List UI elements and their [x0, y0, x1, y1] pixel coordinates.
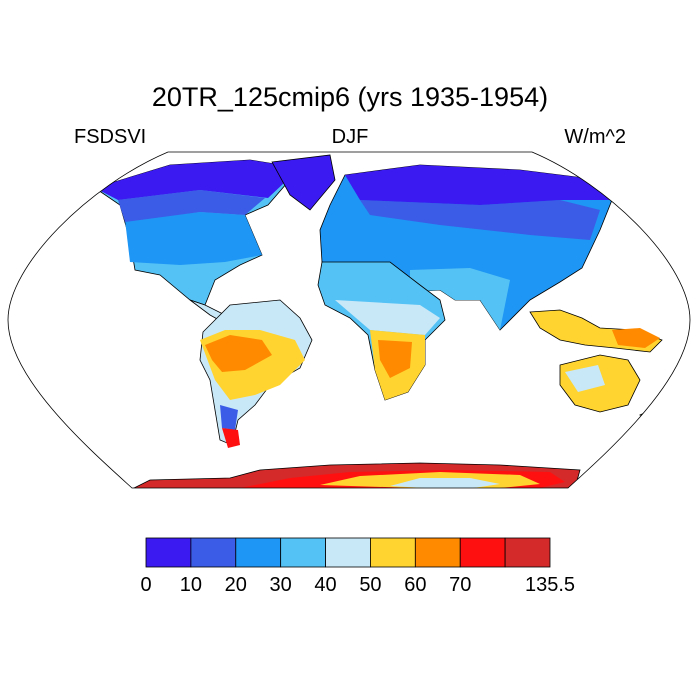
- colorbar-swatch: [504, 537, 551, 568]
- plot-title: 20TR_125cmip6 (yrs 1935-1954): [151, 82, 549, 112]
- colorbar-swatch: [190, 537, 237, 568]
- colorbar-tick-label: 30: [269, 574, 292, 596]
- colorbar-swatch: [459, 537, 506, 568]
- greenland-land: [271, 154, 336, 211]
- south-america-south: [220, 405, 238, 430]
- colorbar-swatch: [414, 537, 461, 568]
- colorbar-swatch: [145, 537, 192, 568]
- variable-label: FSDSVI: [74, 126, 147, 148]
- colorbar-tick-label: 20: [224, 574, 247, 596]
- africa-band-40: [335, 300, 440, 335]
- globe-outline: [7, 151, 691, 489]
- north-america-band-10: [118, 190, 265, 222]
- australia-band-40: [565, 365, 605, 392]
- colorbar-swatch: [235, 537, 282, 568]
- colorbar-tick-label: 0: [140, 574, 152, 596]
- north-america-band-0: [95, 160, 300, 200]
- colorbar-tick-label: 60: [404, 574, 427, 596]
- colorbar-tick-label: 135.5: [524, 574, 576, 596]
- north-america-band-20: [125, 212, 262, 265]
- africa-band-60: [378, 340, 412, 378]
- south-america-tip: [222, 428, 240, 448]
- colorbar-tick-label: 40: [314, 574, 337, 596]
- colorbar-tick-label: 10: [179, 574, 202, 596]
- south-america-band-60: [205, 335, 272, 372]
- colorbar-swatch: [280, 537, 326, 568]
- antarctica-band-40: [390, 478, 500, 488]
- eurasia-band-0: [345, 165, 612, 205]
- eurasia-band-10: [360, 200, 600, 240]
- colorbar-swatch: [325, 537, 371, 568]
- south-asia-band-30: [410, 268, 510, 330]
- colorbar-tick-label: 50: [359, 574, 382, 596]
- season-label: DJF: [331, 126, 369, 148]
- colorbar-swatch: [370, 537, 416, 568]
- colorbar-tick-label: 70: [449, 574, 472, 596]
- new-guinea-land: [612, 328, 660, 348]
- units-label: W/m^2: [564, 126, 626, 148]
